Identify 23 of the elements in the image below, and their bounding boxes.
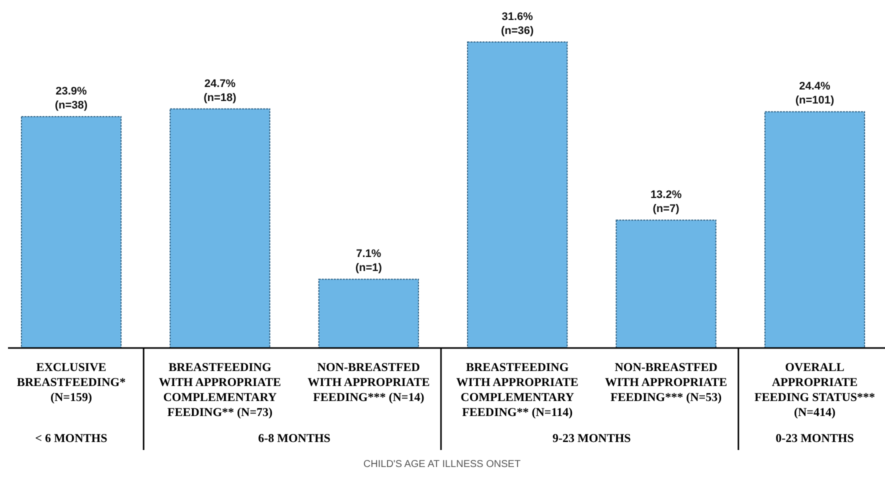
bar	[318, 278, 419, 348]
bar	[170, 108, 270, 348]
data-label: 13.2% (n=7)	[650, 189, 682, 216]
text: 9-23 MONTHS	[552, 431, 632, 445]
x-tick-label: EXCLUSIVE BREASTFEEDING* (N=159)	[16, 360, 126, 404]
data-label: 23.9% (n=38)	[54, 86, 88, 112]
bar	[467, 42, 568, 348]
bar	[616, 220, 716, 348]
x-tick-label: BREASTFEEDING WITH APPROPRIATE COMPLEMENTARY FEEDING** (N=114)	[456, 360, 578, 419]
x-axis-title: CHILD'S AGE AT ILLNESS ONSET	[363, 459, 521, 470]
x-tick-label: NON-BREASTFED WITH APPROPRIATE FEEDING*** (N=14)	[308, 360, 430, 404]
data-label: 31.6% (n=36)	[500, 11, 534, 37]
data-label: 24.7% (n=18)	[204, 78, 237, 104]
data-label: 7.1% (n=1)	[355, 248, 382, 274]
x-tick-label: NON-BREASTFED WITH APPROPRIATE FEEDING*** (N=53)	[604, 360, 728, 404]
bar	[764, 111, 866, 348]
data-label: 24.4% (n=101)	[795, 80, 834, 107]
text: 6-8 MONTHS	[258, 431, 331, 445]
x-tick-label: OVERALL APPROPRIATE FEEDING STATUS*** (N=414)	[754, 360, 876, 419]
bar	[20, 116, 122, 348]
text: < 6 MONTHS	[35, 431, 108, 445]
text: 0-23 MONTHS	[776, 431, 854, 445]
x-tick-label: BREASTFEEDING WITH APPROPRIATE COMPLEMENTARY FEEDING** (N=73)	[158, 360, 282, 419]
